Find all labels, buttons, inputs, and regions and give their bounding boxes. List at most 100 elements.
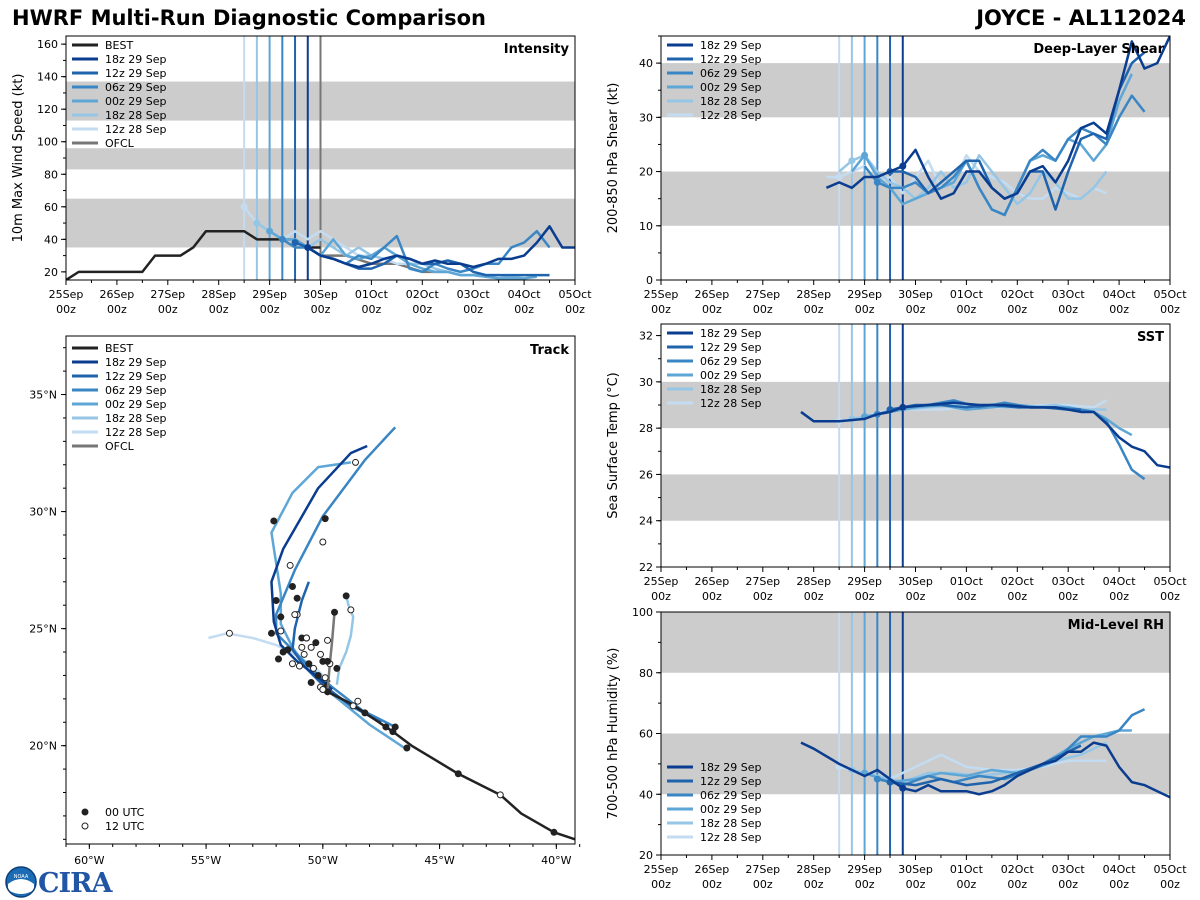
- series-BEST: [66, 229, 321, 280]
- x-tick-label: 26Sep: [100, 288, 135, 301]
- figure-title: HWRF Multi-Run Diagnostic Comparison: [12, 6, 487, 30]
- x-tick-label: 26Sep: [695, 288, 730, 301]
- marker-12utc: [309, 664, 317, 672]
- x-tick-label-hour: 00z: [702, 303, 722, 316]
- panel-track: 60°W 55°W 50°W 45°W 40°W 20°N 25°N 30°N 35°N Trac…: [29, 335, 581, 867]
- marker-12utc: [286, 561, 294, 569]
- plot-area: [208, 426, 575, 841]
- y-tick-label: 20: [639, 166, 653, 179]
- marker-12utc: [277, 627, 285, 635]
- legend-label: 12z 29 Sep: [105, 370, 167, 383]
- x-tick-label: 60°W: [74, 854, 104, 867]
- plot-area: [661, 612, 1170, 855]
- x-tick-label: 29Sep: [847, 575, 882, 588]
- y-tick-label: 120: [37, 103, 58, 116]
- legend-label: 06z 29 Sep: [700, 67, 762, 80]
- x-tick-label: 30Sep: [898, 575, 933, 588]
- y-tick-label: 20°N: [29, 740, 57, 753]
- panel-sst: 22 24 26 28 30 32 25Sep 00z 26Sep 00z 27Sep 00z 28Se…: [606, 323, 1187, 603]
- init-marker-18z-28-Sep: [848, 157, 856, 165]
- x-tick-label: 28Sep: [201, 288, 236, 301]
- x-tick-label: 30Sep: [303, 288, 338, 301]
- panel-frame: [65, 335, 576, 845]
- x-tick-label: 05Oct: [1153, 575, 1187, 588]
- marker-00utc: [267, 629, 275, 637]
- x-tick-label: 02Oct: [1001, 575, 1035, 588]
- track-18z-29-Sep: [270, 444, 368, 691]
- x-tick-label: 28Sep: [796, 863, 831, 876]
- x-tick-label-hour: 00z: [158, 303, 178, 316]
- marker-00utc: [342, 592, 350, 600]
- legend-label: 12z 28 Sep: [700, 831, 762, 844]
- x-tick-label: 04Oct: [508, 288, 542, 301]
- init-marker-06z-29-Sep: [278, 235, 286, 243]
- init-marker-06z-29-Sep: [873, 178, 881, 186]
- x-tick-label: 27Sep: [745, 288, 780, 301]
- noaa-badge-text: NOAA: [14, 874, 29, 880]
- marker-00utc: [314, 671, 322, 679]
- track-BEST: [323, 679, 575, 841]
- cira-logo: CIRA: [38, 868, 113, 899]
- x-tick-label-hour: 00z: [209, 303, 229, 316]
- legend-label: 18z 28 Sep: [105, 412, 167, 425]
- x-tick-label: 01Oct: [950, 863, 984, 876]
- marker-00utc: [361, 709, 369, 717]
- x-tick-label-hour: 00z: [906, 303, 926, 316]
- marker-00utc: [270, 517, 278, 525]
- x-tick-label-hour: 00z: [651, 303, 671, 316]
- x-tick-label-hour: 00z: [957, 303, 977, 316]
- marker-12utc: [347, 606, 355, 614]
- init-marker-18z-29-Sep: [899, 403, 907, 411]
- marker-12utc: [288, 660, 296, 668]
- x-tick-label: 25Sep: [644, 288, 679, 301]
- series-18z-29-Sep: [825, 36, 1170, 200]
- x-tick-label: 26Sep: [695, 575, 730, 588]
- marker-00utc: [277, 613, 285, 621]
- marker-00utc: [305, 660, 313, 668]
- marker-00utc: [274, 655, 282, 663]
- y-tick-label: 30°N: [29, 506, 57, 519]
- legend-marker-12utc: [81, 822, 89, 830]
- shaded-band-1: [661, 612, 1170, 673]
- y-tick-label: 30: [639, 111, 653, 124]
- noaa-logo-icon: NOAA: [5, 866, 37, 898]
- x-tick-label-hour: 00z: [1007, 590, 1027, 603]
- x-tick-label-hour: 00z: [565, 303, 585, 316]
- marker-12utc: [352, 458, 360, 466]
- legend-label: 18z 28 Sep: [700, 817, 762, 830]
- legend-label: 06z 29 Sep: [105, 81, 167, 94]
- marker-12utc: [349, 702, 357, 710]
- x-tick-label: 27Sep: [745, 575, 780, 588]
- y-tick-label: 20: [639, 849, 653, 862]
- x-tick-label: 29Sep: [252, 288, 287, 301]
- x-tick-label: 55°W: [191, 854, 221, 867]
- legend-label: 06z 29 Sep: [105, 384, 167, 397]
- x-tick-label: 29Sep: [847, 863, 882, 876]
- x-tick-label-hour: 00z: [906, 590, 926, 603]
- panel-title: SST: [1137, 330, 1164, 345]
- legend-label: BEST: [105, 342, 133, 355]
- legend-label: 18z 28 Sep: [105, 109, 167, 122]
- x-tick-label-hour: 00z: [906, 878, 926, 891]
- x-tick-label-hour: 00z: [1007, 303, 1027, 316]
- x-tick-label-hour: 00z: [1160, 590, 1180, 603]
- init-marker-12z-29-Sep: [291, 239, 299, 247]
- panel-rh: 20 40 60 80 100 25Sep 00z 26Sep 00z 27Sep 00z 28Sep…: [606, 606, 1187, 891]
- legend-label: 06z 29 Sep: [700, 355, 762, 368]
- x-tick-label-hour: 00z: [753, 303, 773, 316]
- legend-label: 00z 29 Sep: [105, 398, 167, 411]
- legend-label: 06z 29 Sep: [700, 789, 762, 802]
- marker-12utc: [317, 650, 324, 658]
- series-18z-29-Sep: [800, 741, 1170, 799]
- x-tick-label: 40°W: [541, 854, 571, 867]
- y-tick-label: 80: [639, 667, 653, 680]
- series-18z-29-Sep: [307, 225, 575, 269]
- y-tick-label: 32: [639, 330, 653, 343]
- marker-00utc: [550, 828, 558, 836]
- y-tick-label: 35°N: [29, 389, 57, 402]
- x-tick-label: 25Sep: [644, 863, 679, 876]
- legend-label: 18z 28 Sep: [700, 383, 762, 396]
- x-tick-label: 02Oct: [1001, 863, 1035, 876]
- x-tick-label-hour: 00z: [957, 878, 977, 891]
- x-tick-label-hour: 00z: [1160, 303, 1180, 316]
